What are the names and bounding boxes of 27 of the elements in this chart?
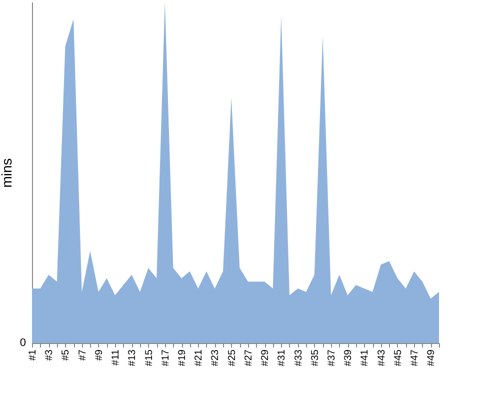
x-tick-label: #41 xyxy=(360,349,371,366)
x-tick-label: #19 xyxy=(177,349,188,366)
x-tick-label: #15 xyxy=(144,349,155,366)
x-tick-label: #43 xyxy=(376,349,388,366)
x-tick-label: #21 xyxy=(194,349,205,366)
x-tick-label: #9 xyxy=(94,349,105,361)
x-tick-label: #39 xyxy=(343,349,354,366)
x-tick-label: #45 xyxy=(392,349,404,366)
x-tick-label: #35 xyxy=(310,349,321,366)
y-axis-title: mins xyxy=(0,158,14,188)
x-tick-label: #31 xyxy=(276,349,288,366)
x-tick-label: #1 xyxy=(28,349,38,361)
x-tick-label: #3 xyxy=(44,349,56,361)
x-tick-label: #17 xyxy=(160,349,172,366)
x-tick-label: #25 xyxy=(226,349,238,366)
x-tick-label: #37 xyxy=(326,349,338,366)
x-tick-label: #29 xyxy=(260,349,272,366)
x-tick-label: #33 xyxy=(293,349,304,366)
x-tick-label: #5 xyxy=(60,349,72,361)
x-tick-label: #13 xyxy=(127,349,138,366)
x-tick-label: #23 xyxy=(210,349,222,366)
x-tick-label: #11 xyxy=(110,349,122,366)
text: 0 xyxy=(20,337,26,349)
x-tick-label: #49 xyxy=(426,349,438,366)
x-tick-label: #7 xyxy=(77,349,88,361)
x-tick-label: #47 xyxy=(410,349,421,366)
x-tick-label: #27 xyxy=(243,349,254,366)
